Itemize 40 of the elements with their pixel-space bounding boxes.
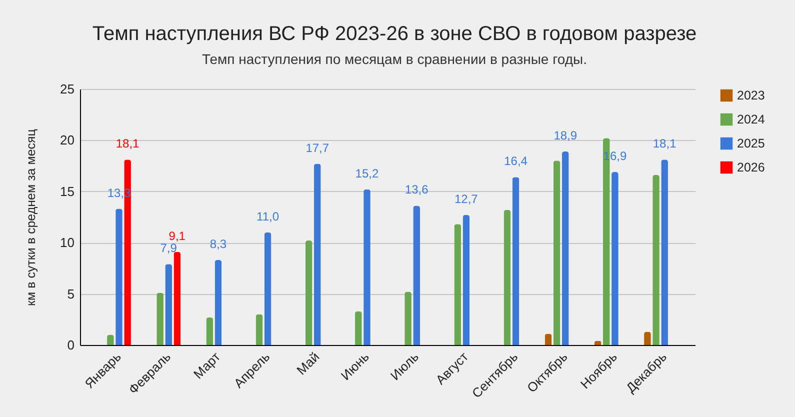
legend-label: 2026 — [737, 160, 765, 174]
bar — [512, 177, 520, 345]
bar — [214, 260, 222, 345]
legend-label: 2025 — [737, 136, 765, 150]
chart-subtitle: Темп наступления по месяцам в сравнении в разные годы. — [202, 51, 588, 67]
data-label: 13,6 — [404, 182, 429, 197]
bar — [264, 232, 272, 345]
data-label: 18,1 — [116, 136, 140, 151]
data-label: 15,2 — [355, 166, 379, 180]
y-tick-label: 15 — [60, 184, 74, 199]
data-label: 7,9 — [160, 241, 178, 256]
y-axis-title: км в сутки в среднем за месяц — [24, 129, 38, 306]
legend-label: 2023 — [737, 88, 765, 102]
bar — [206, 317, 214, 345]
data-label: 17,7 — [306, 140, 330, 155]
bar — [314, 164, 321, 345]
bar — [462, 214, 470, 345]
y-tick-label: 25 — [60, 82, 74, 96]
legend-label: 2024 — [737, 112, 765, 126]
y-tick-label: 5 — [67, 286, 74, 302]
data-label: 8,3 — [210, 237, 227, 252]
y-tick-label: 20 — [60, 132, 74, 148]
y-tick-label: 10 — [60, 235, 74, 250]
data-label: 9,1 — [168, 228, 186, 243]
bar — [553, 160, 560, 345]
bar — [305, 240, 312, 345]
bar — [562, 151, 569, 345]
data-label: 16,4 — [504, 154, 528, 168]
data-label: 12,7 — [454, 192, 478, 206]
bar — [174, 252, 181, 345]
bar — [454, 224, 462, 345]
bar — [256, 314, 263, 345]
data-label: 11,0 — [256, 209, 280, 224]
y-tick-label: 0 — [67, 338, 74, 352]
data-label: 18,1 — [652, 136, 677, 151]
data-label: 18,9 — [554, 128, 578, 142]
bar — [165, 264, 172, 345]
bar — [544, 334, 552, 345]
chart-title: Темп наступления ВС РФ 2023-26 в зоне СВО в годовом разрезе — [92, 23, 697, 45]
bar — [504, 210, 511, 345]
